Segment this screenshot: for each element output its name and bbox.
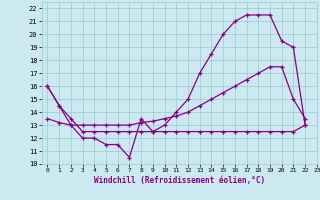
X-axis label: Windchill (Refroidissement éolien,°C): Windchill (Refroidissement éolien,°C)	[94, 176, 265, 185]
